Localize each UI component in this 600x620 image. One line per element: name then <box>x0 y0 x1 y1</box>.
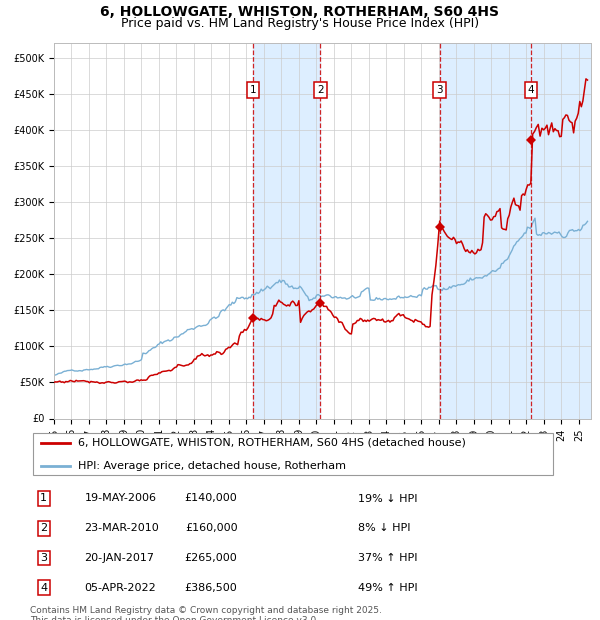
Text: 4: 4 <box>527 86 534 95</box>
Text: 49% ↑ HPI: 49% ↑ HPI <box>358 583 417 593</box>
Text: 20-JAN-2017: 20-JAN-2017 <box>85 553 155 563</box>
Text: 3: 3 <box>40 553 47 563</box>
Text: 05-APR-2022: 05-APR-2022 <box>85 583 157 593</box>
Text: £265,000: £265,000 <box>185 553 238 563</box>
Text: 1: 1 <box>250 86 256 95</box>
FancyBboxPatch shape <box>32 433 553 475</box>
Text: 4: 4 <box>40 583 47 593</box>
Text: 8% ↓ HPI: 8% ↓ HPI <box>358 523 410 533</box>
Text: £386,500: £386,500 <box>185 583 238 593</box>
Text: 3: 3 <box>436 86 443 95</box>
Text: 23-MAR-2010: 23-MAR-2010 <box>85 523 160 533</box>
Text: 2: 2 <box>317 86 324 95</box>
Text: £160,000: £160,000 <box>185 523 238 533</box>
Text: 6, HOLLOWGATE, WHISTON, ROTHERHAM, S60 4HS (detached house): 6, HOLLOWGATE, WHISTON, ROTHERHAM, S60 4… <box>77 438 466 448</box>
Text: 19% ↓ HPI: 19% ↓ HPI <box>358 494 417 503</box>
Text: 19-MAY-2006: 19-MAY-2006 <box>85 494 157 503</box>
Text: £140,000: £140,000 <box>185 494 238 503</box>
Text: 1: 1 <box>40 494 47 503</box>
Text: Price paid vs. HM Land Registry's House Price Index (HPI): Price paid vs. HM Land Registry's House … <box>121 17 479 30</box>
Bar <box>440 43 591 418</box>
Text: 37% ↑ HPI: 37% ↑ HPI <box>358 553 417 563</box>
Text: 2: 2 <box>40 523 47 533</box>
Bar <box>253 43 320 418</box>
Text: Contains HM Land Registry data © Crown copyright and database right 2025.
This d: Contains HM Land Registry data © Crown c… <box>30 606 382 620</box>
Text: HPI: Average price, detached house, Rotherham: HPI: Average price, detached house, Roth… <box>77 461 346 471</box>
Text: 6, HOLLOWGATE, WHISTON, ROTHERHAM, S60 4HS: 6, HOLLOWGATE, WHISTON, ROTHERHAM, S60 4… <box>101 5 499 19</box>
